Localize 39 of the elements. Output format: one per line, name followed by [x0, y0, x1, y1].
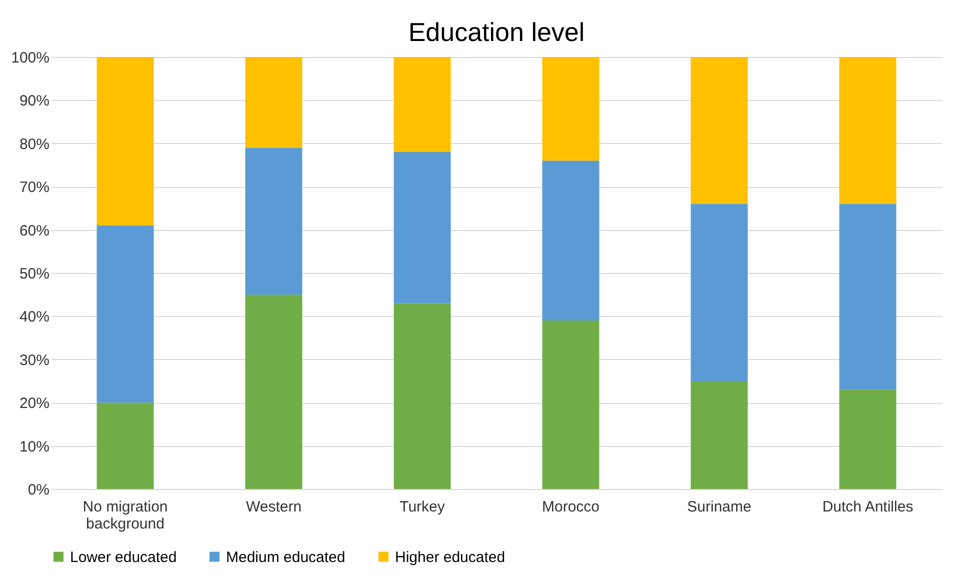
- x-tick-label: Morocco: [542, 498, 600, 516]
- x-tick-label: No migration background: [82, 498, 168, 532]
- y-tick-label: 80%: [19, 136, 50, 153]
- y-tick-label: 90%: [19, 92, 50, 110]
- y-tick-label: 0%: [28, 482, 50, 498]
- y-tick-label: 10%: [19, 438, 50, 456]
- bar: [542, 320, 600, 489]
- legend-label: Medium educated: [226, 548, 346, 566]
- bar: [690, 381, 748, 489]
- bar: [245, 57, 302, 148]
- legend-label: Lower educated: [70, 548, 177, 566]
- bar: [96, 57, 154, 226]
- x-tick-label: Dutch Antilles: [822, 498, 914, 516]
- bar: [690, 57, 748, 204]
- x-tick-label: Turkey: [400, 498, 446, 516]
- y-tick-label: 70%: [19, 179, 50, 196]
- chart-title: Education level: [408, 17, 585, 47]
- y-tick-label: 30%: [19, 352, 50, 369]
- legend-label: Higher educated: [395, 548, 506, 566]
- bar: [245, 294, 302, 489]
- bar: [839, 57, 896, 204]
- x-tick-label: Western: [246, 498, 302, 516]
- x-tick-label: Suriname: [687, 498, 752, 516]
- bar: [394, 152, 451, 304]
- y-tick-label: 60%: [19, 222, 50, 240]
- bar: [839, 390, 896, 489]
- bar: [542, 57, 600, 161]
- bar: [839, 204, 896, 390]
- bar: [96, 402, 154, 489]
- bar: [394, 57, 451, 152]
- bar: [96, 225, 154, 403]
- bar: [542, 160, 600, 321]
- bar: [245, 148, 302, 295]
- bar: [394, 303, 451, 489]
- bar: [690, 204, 748, 381]
- y-tick-label: 20%: [19, 395, 50, 412]
- y-tick-label: 50%: [19, 266, 50, 282]
- y-tick-label: 100%: [11, 50, 50, 66]
- y-tick-label: 40%: [19, 308, 50, 326]
